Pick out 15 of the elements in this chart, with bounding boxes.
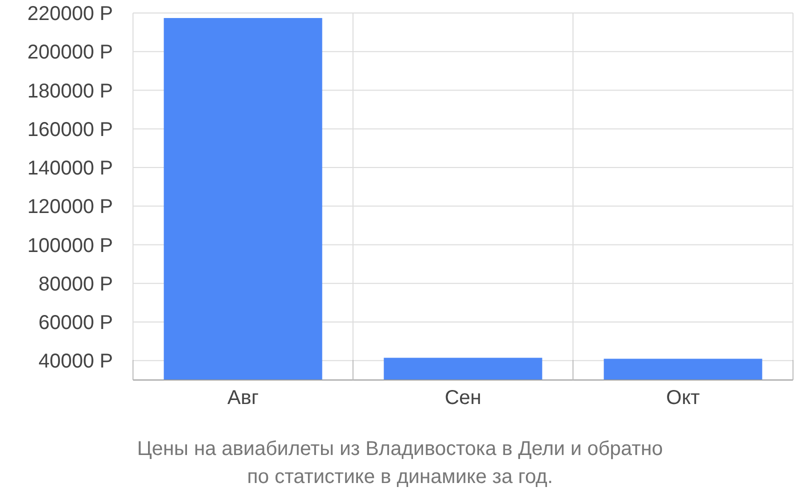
x-tick-label: Авг (227, 387, 259, 409)
y-tick-label: 200000 Р (27, 42, 113, 64)
x-tick-label: Сен (444, 387, 482, 409)
y-tick-label: 40000 Р (38, 350, 113, 373)
y-tick-label: 60000 Р (38, 312, 113, 334)
y-tick-label: 160000 Р (27, 118, 113, 141)
y-tick-label: 120000 Р (27, 196, 113, 218)
y-tick-label: 80000 Р (38, 273, 113, 296)
y-tick-label: 100000 Р (27, 234, 113, 257)
y-tick-label: 220000 Р (27, 3, 113, 25)
y-tick-label: 140000 Р (27, 158, 113, 180)
text: Цены на авиабилеты из Владивостока в Дели и обратно (137, 438, 663, 460)
text: по статистике в динамике за год. (247, 466, 553, 488)
x-tick-label: Окт (666, 387, 700, 409)
y-tick-label: 180000 Р (27, 80, 113, 102)
